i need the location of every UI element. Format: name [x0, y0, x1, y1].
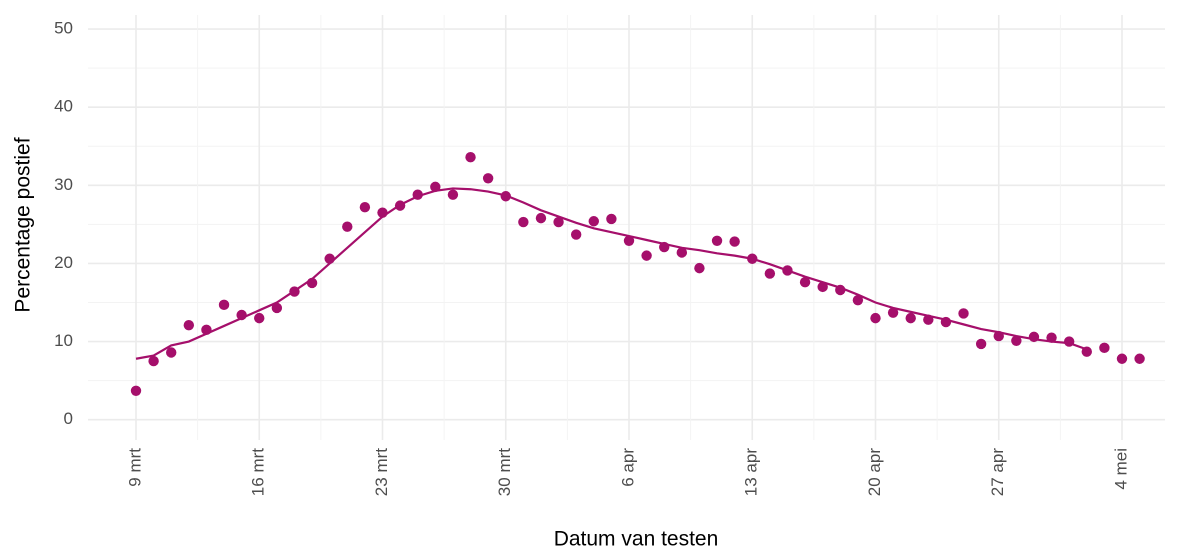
data-point [676, 247, 688, 258]
data-point [1099, 342, 1110, 354]
x-tick-label: 27 apr [988, 448, 1007, 497]
data-point [394, 200, 406, 211]
data-point [254, 312, 265, 324]
data-point [975, 338, 987, 350]
data-point [905, 312, 916, 324]
x-tick-label: 16 mrt [249, 448, 268, 496]
data-point [659, 241, 670, 253]
data-point [623, 235, 635, 246]
data-point [1046, 332, 1057, 343]
data-point [430, 181, 441, 193]
data-point [588, 216, 599, 227]
data-point [236, 309, 247, 321]
data-point [923, 314, 934, 325]
data-point [271, 302, 283, 314]
x-tick-label: 13 apr [742, 448, 761, 497]
data-point [817, 281, 828, 293]
y-tick-label: 40 [54, 97, 73, 116]
data-point [958, 308, 969, 319]
data-point [500, 191, 511, 202]
data-point [518, 216, 529, 228]
x-tick-label: 23 mrt [372, 448, 391, 496]
data-point [711, 235, 723, 246]
data-point [148, 355, 159, 367]
data-point [201, 324, 212, 336]
data-point [166, 347, 177, 358]
data-point [1116, 353, 1128, 364]
data-point [694, 262, 705, 274]
data-point [1063, 336, 1075, 347]
data-point [870, 312, 881, 324]
data-point [183, 319, 195, 331]
data-point [852, 294, 864, 306]
data-point [764, 268, 776, 279]
data-point [289, 286, 300, 297]
data-point [799, 276, 811, 288]
data-point [747, 253, 758, 264]
y-tick-label: 20 [54, 253, 73, 272]
data-point [835, 284, 846, 296]
data-point [887, 307, 899, 318]
data-point [553, 216, 564, 228]
data-point [130, 385, 142, 396]
data-point [306, 277, 318, 289]
data-point [940, 316, 952, 328]
data-point [324, 253, 335, 264]
data-point [993, 330, 1004, 342]
data-point [606, 213, 617, 225]
data-point [447, 189, 459, 200]
x-axis-title: Datum van testen [554, 528, 719, 550]
data-point [1028, 331, 1040, 343]
data-point [641, 250, 652, 261]
y-tick-label: 10 [54, 331, 73, 350]
data-point [782, 265, 793, 276]
x-tick-label: 30 mrt [495, 448, 514, 496]
data-point [342, 221, 353, 232]
data-point [570, 229, 582, 240]
data-point [1011, 335, 1022, 346]
y-axis-title: Percentage postief [12, 137, 35, 312]
y-tick-label: 50 [54, 19, 73, 38]
x-tick-label: 6 apr [618, 448, 637, 487]
data-point [465, 151, 476, 163]
data-point [377, 207, 388, 218]
y-tick-label: 0 [64, 409, 73, 428]
data-point [1134, 353, 1145, 364]
data-point [359, 201, 371, 213]
x-tick-label: 20 apr [865, 448, 884, 497]
data-point [1081, 346, 1092, 357]
data-point [218, 299, 230, 311]
data-point [729, 236, 740, 247]
data-point [412, 189, 423, 200]
y-tick-label: 30 [54, 175, 73, 194]
data-point [482, 173, 494, 184]
x-tick-label: 4 mei [1111, 448, 1130, 490]
x-tick-label: 9 mrt [125, 448, 144, 487]
data-point [535, 212, 547, 224]
